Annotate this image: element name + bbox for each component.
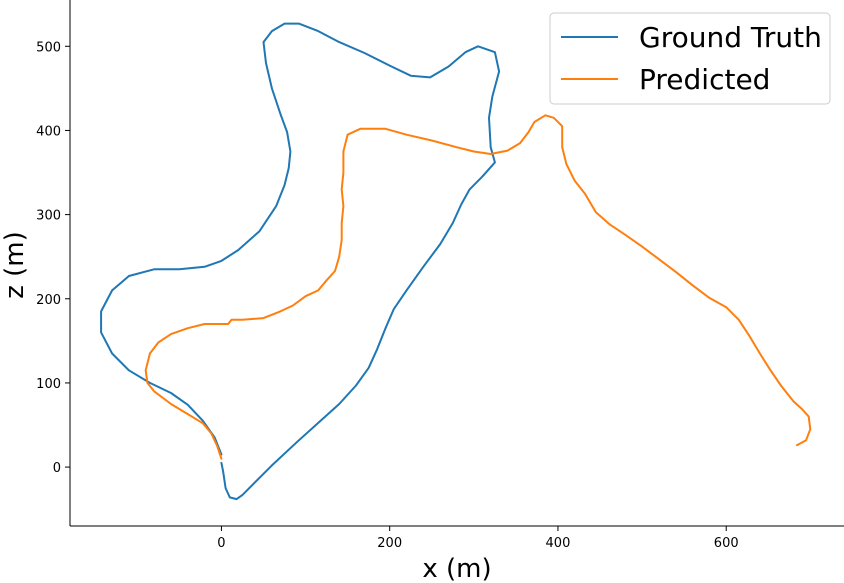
x-tick-label: 0	[217, 536, 225, 551]
legend-label: Predicted	[639, 63, 770, 96]
x-tick-label: 200	[377, 536, 402, 551]
y-tick-label: 200	[36, 293, 61, 308]
y-tick-label: 500	[36, 40, 61, 55]
legend-label: Ground Truth	[639, 21, 822, 54]
x-ticks: 0 200 400 600	[217, 526, 739, 551]
y-tick-label: 0	[53, 461, 61, 476]
y-tick-label: 100	[36, 377, 61, 392]
legend-box	[549, 12, 831, 105]
series-layer	[100, 22, 812, 501]
series-line-predicted	[144, 114, 812, 460]
x-axis-label: x (m)	[422, 554, 491, 583]
y-axis-label: z (m)	[0, 231, 30, 299]
legend: Ground Truth Predicted	[549, 12, 831, 105]
y-tick-label: 300	[36, 209, 61, 224]
y-ticks: 0 100 200 300 400 500	[36, 40, 70, 476]
x-tick-label: 400	[546, 536, 571, 551]
series-line-ground-truth	[100, 22, 501, 501]
x-tick-label: 600	[714, 536, 739, 551]
y-tick-label: 400	[36, 124, 61, 139]
